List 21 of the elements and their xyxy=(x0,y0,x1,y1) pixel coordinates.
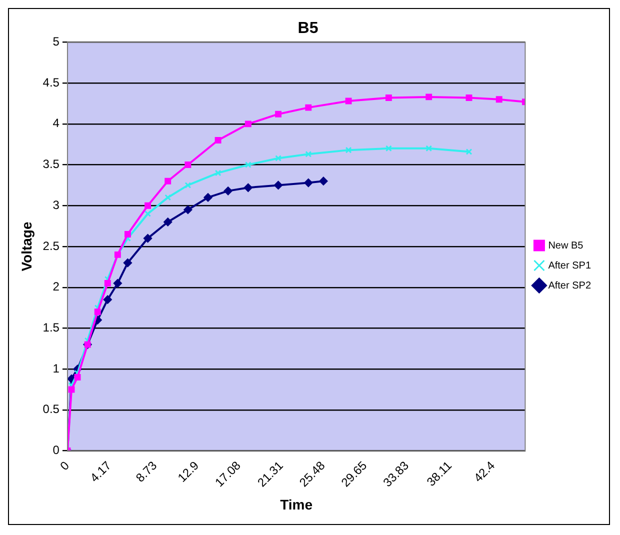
x-tick-label: 4.17 xyxy=(87,458,114,485)
legend-label: After SP1 xyxy=(548,260,592,272)
x-tick-label: 8.73 xyxy=(133,458,160,485)
y-tick-label: 4.5 xyxy=(42,75,60,90)
x-tick-label: 42.4 xyxy=(471,458,498,485)
y-tick-label: 1.5 xyxy=(42,320,60,335)
y-tick-label: 4 xyxy=(52,116,60,130)
chart-title: B5 xyxy=(298,20,318,38)
y-tick-label: 0.5 xyxy=(42,402,60,416)
legend-label: New B5 xyxy=(548,240,584,252)
y-tick-label: 2.5 xyxy=(42,238,60,253)
y-tick-label: 3.5 xyxy=(42,157,60,172)
y-tick-label: 0 xyxy=(52,443,60,458)
x-axis-title: Time xyxy=(280,496,313,512)
y-tick-label: 3 xyxy=(52,198,60,212)
y-tick-label: 1 xyxy=(52,361,60,376)
x-tick-label: 12.9 xyxy=(175,458,202,485)
y-tick-label: 2 xyxy=(52,280,60,294)
y-tick-label: 5 xyxy=(52,34,60,49)
legend-label: After SP2 xyxy=(548,280,592,292)
y-axis-title: Voltage xyxy=(18,222,34,272)
